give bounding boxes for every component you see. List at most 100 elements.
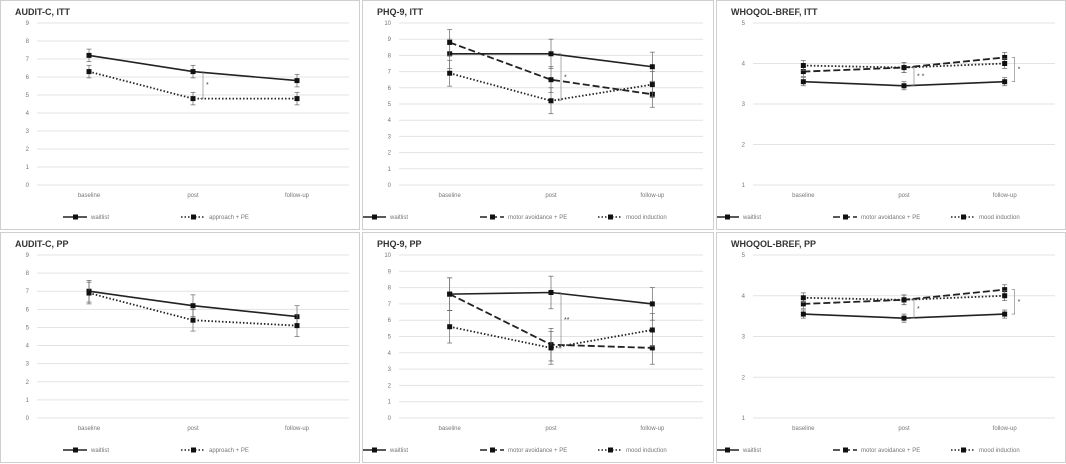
chart-title: AUDIT-C, PP	[15, 239, 69, 249]
x-tick-label: post	[545, 426, 557, 432]
y-tick-label: 0	[388, 183, 392, 189]
significance-bracket	[558, 53, 562, 102]
y-tick-label: 10	[384, 253, 391, 259]
data-point	[1002, 287, 1008, 293]
legend-marker	[843, 214, 848, 220]
y-tick-label: 3	[26, 129, 30, 135]
legend-label: waitlist	[742, 448, 761, 454]
legend-marker	[490, 214, 495, 220]
legend-label: motor avoidance + PE	[861, 215, 920, 221]
significance-marker: *	[1018, 299, 1021, 306]
legend-marker	[843, 447, 848, 453]
data-point	[548, 98, 554, 104]
chart-title: PHQ-9, PP	[377, 239, 422, 249]
y-tick-label: 2	[26, 147, 30, 153]
legend-marker	[608, 214, 613, 220]
x-tick-label: follow-up	[285, 426, 310, 432]
chart-svg: WHOQOL-BREF, PP 1 2 3 4 5 baseline post follow-u…	[717, 239, 1055, 454]
y-tick-label: 3	[388, 134, 392, 140]
chart-title: AUDIT-C, ITT	[15, 7, 70, 17]
data-point	[649, 301, 655, 307]
data-point	[1002, 61, 1008, 66]
legend-label: mood induction	[626, 448, 667, 454]
chart-svg: AUDIT-C, ITT 0 1 2 3 4 5 6 7 8 9 baseline post follow…	[15, 7, 349, 221]
x-tick-label: post	[187, 193, 199, 199]
y-tick-label: 2	[388, 151, 392, 157]
y-tick-label: 1	[26, 165, 30, 171]
data-point	[649, 82, 655, 88]
data-point	[86, 69, 92, 75]
significance-marker: *	[1018, 67, 1021, 74]
y-tick-label: 4	[26, 111, 30, 117]
data-point	[447, 70, 453, 76]
chart-svg: PHQ-9, PP 0 1 2 3 4 5 6 7 8 9 10 baseline post follow-…	[363, 239, 703, 454]
data-point	[548, 289, 554, 295]
significance-bracket	[200, 71, 204, 99]
y-tick-label: 7	[26, 289, 30, 295]
data-point	[190, 69, 196, 75]
legend-marker	[372, 214, 377, 220]
y-tick-label: 2	[742, 375, 746, 381]
y-tick-label: 7	[388, 302, 392, 308]
y-tick-label: 4	[388, 118, 392, 124]
y-tick-label: 6	[388, 86, 392, 92]
data-point	[1002, 79, 1008, 85]
data-point	[190, 96, 196, 102]
y-tick-label: 4	[742, 62, 746, 68]
data-point	[1002, 293, 1008, 299]
legend-marker	[961, 214, 966, 220]
data-point	[294, 323, 300, 329]
y-tick-label: 4	[388, 351, 392, 357]
data-point	[800, 311, 806, 317]
x-tick-label: follow-up	[993, 426, 1018, 432]
significance-bracket	[558, 292, 562, 349]
legend-label: approach + PE	[209, 215, 249, 221]
data-point	[548, 77, 554, 83]
legend-label: motor avoidance + PE	[861, 448, 920, 454]
data-point	[901, 65, 907, 71]
chart-svg: PHQ-9, ITT 0 1 2 3 4 5 6 7 8 9 10 baseline post follow…	[363, 7, 703, 221]
data-point	[800, 63, 806, 69]
legend-marker	[73, 447, 78, 453]
x-tick-label: baseline	[78, 193, 101, 199]
x-tick-label: post	[545, 193, 557, 199]
legend-label: motor avoidance + PE	[508, 215, 567, 221]
series-line	[88, 292, 298, 327]
data-point	[447, 291, 453, 297]
y-tick-label: 3	[742, 102, 746, 108]
chart-panel: AUDIT-C, PP 0 1 2 3 4 5 6 7 8 9 baseline post follow-…	[0, 232, 360, 463]
legend-marker	[490, 447, 495, 453]
chart-title: PHQ-9, ITT	[377, 7, 424, 17]
chart-svg: AUDIT-C, PP 0 1 2 3 4 5 6 7 8 9 baseline post follow-…	[15, 239, 349, 454]
legend-marker	[961, 447, 966, 453]
chart-title: WHOQOL-BREF, PP	[731, 239, 816, 249]
data-point	[649, 327, 655, 333]
y-tick-label: 9	[388, 269, 392, 275]
y-tick-label: 1	[742, 416, 746, 422]
legend-marker	[73, 214, 78, 220]
x-tick-label: baseline	[792, 426, 815, 432]
y-tick-label: 5	[26, 325, 30, 331]
significance-marker: * *	[917, 74, 925, 81]
y-tick-label: 1	[388, 167, 392, 173]
data-point	[901, 315, 907, 321]
y-tick-label: 4	[26, 344, 30, 350]
x-tick-label: post	[187, 426, 199, 432]
y-tick-label: 7	[26, 57, 30, 63]
data-point	[1002, 311, 1008, 317]
significance-marker: **	[564, 317, 570, 324]
chart-panel: WHOQOL-BREF, PP 1 2 3 4 5 baseline post follow-u…	[716, 232, 1066, 463]
data-point	[86, 52, 92, 58]
y-tick-label: 8	[388, 53, 392, 59]
data-point	[447, 324, 453, 330]
legend-label: waitlist	[389, 215, 408, 221]
y-tick-label: 6	[388, 318, 392, 324]
y-tick-label: 5	[742, 21, 746, 27]
y-tick-label: 1	[388, 400, 392, 406]
legend-label: waitlist	[389, 448, 408, 454]
legend-label: waitlist	[90, 448, 109, 454]
y-tick-label: 6	[26, 75, 30, 81]
y-tick-label: 5	[742, 253, 746, 259]
x-tick-label: post	[898, 193, 910, 199]
